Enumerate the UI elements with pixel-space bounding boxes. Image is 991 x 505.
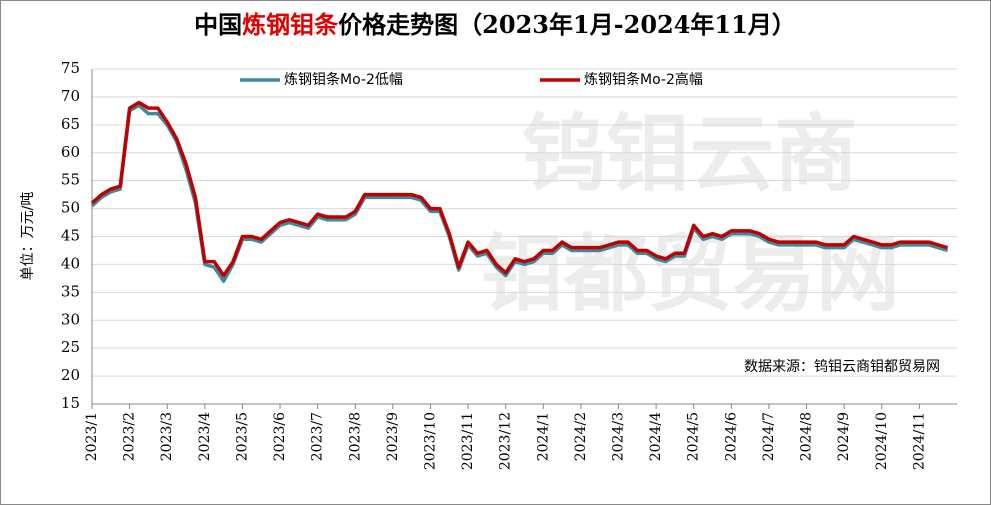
y-tick-label: 70: [61, 87, 80, 105]
source-note: 数据来源：钨钼云商钼都贸易网: [744, 359, 940, 375]
y-axis-label: 单位：万元/吨: [20, 192, 36, 281]
y-tick-label: 30: [61, 310, 80, 328]
y-tick-label: 65: [61, 115, 80, 133]
y-tick-label: 55: [61, 171, 80, 189]
title-part: 中国: [194, 10, 242, 39]
x-tick-label: 2023/7: [310, 412, 326, 461]
x-tick-label: 2023/6: [272, 412, 288, 461]
x-tick-label: 2024/1: [535, 412, 551, 461]
x-tick-label: 2024/7: [761, 412, 777, 461]
y-tick-label: 50: [61, 199, 80, 217]
y-tick-label: 40: [61, 254, 80, 272]
x-tick-label: 2023/11: [460, 412, 476, 470]
x-tick-label: 2023/10: [422, 412, 438, 470]
x-tick-label: 2024/11: [911, 412, 927, 470]
x-tick-label: 2024/9: [836, 412, 852, 461]
x-tick-label: 2023/5: [234, 412, 250, 461]
x-tick-label: 2024/5: [686, 412, 702, 461]
x-tick-label: 2023/12: [498, 412, 514, 470]
x-tick-label: 2024/6: [723, 412, 739, 461]
y-tick-label: 35: [61, 282, 80, 300]
x-tick-label: 2023/2: [122, 412, 138, 461]
y-tick-label: 15: [61, 394, 80, 412]
line-series: [90, 100, 949, 278]
legend-label: 炼钢钼条Mo-2低幅: [284, 71, 403, 88]
chart-title: 中国炼钢钼条价格走势图（2023年1月-2024年11月）: [194, 10, 796, 39]
y-tick-label: 75: [61, 59, 80, 77]
x-tick-label: 2023/8: [347, 412, 363, 461]
y-tick-label: 45: [61, 227, 80, 245]
x-tick-label: 2024/4: [648, 412, 664, 461]
x-tick-label: 2024/8: [799, 412, 815, 461]
x-tick-label: 2023/3: [159, 412, 175, 461]
y-tick-label: 20: [61, 366, 80, 384]
legend-label: 炼钢钼条Mo-2高幅: [584, 71, 703, 88]
x-tick-label: 2024/10: [874, 412, 890, 470]
x-tick-label: 2023/1: [84, 412, 100, 461]
x-tick-label: 2024/2: [573, 412, 589, 461]
y-tick-label: 60: [61, 143, 80, 161]
title-part: 价格走势图（2023年1月-2024年11月）: [338, 10, 796, 39]
x-tick-label: 2023/9: [385, 412, 401, 461]
x-tick-label: 2024/3: [611, 412, 627, 461]
watermark: 钨钼云商: [522, 105, 858, 203]
x-tick-label: 2023/4: [197, 412, 213, 461]
y-tick-label: 25: [61, 338, 80, 356]
title-part: 炼钢钼条: [242, 10, 339, 39]
